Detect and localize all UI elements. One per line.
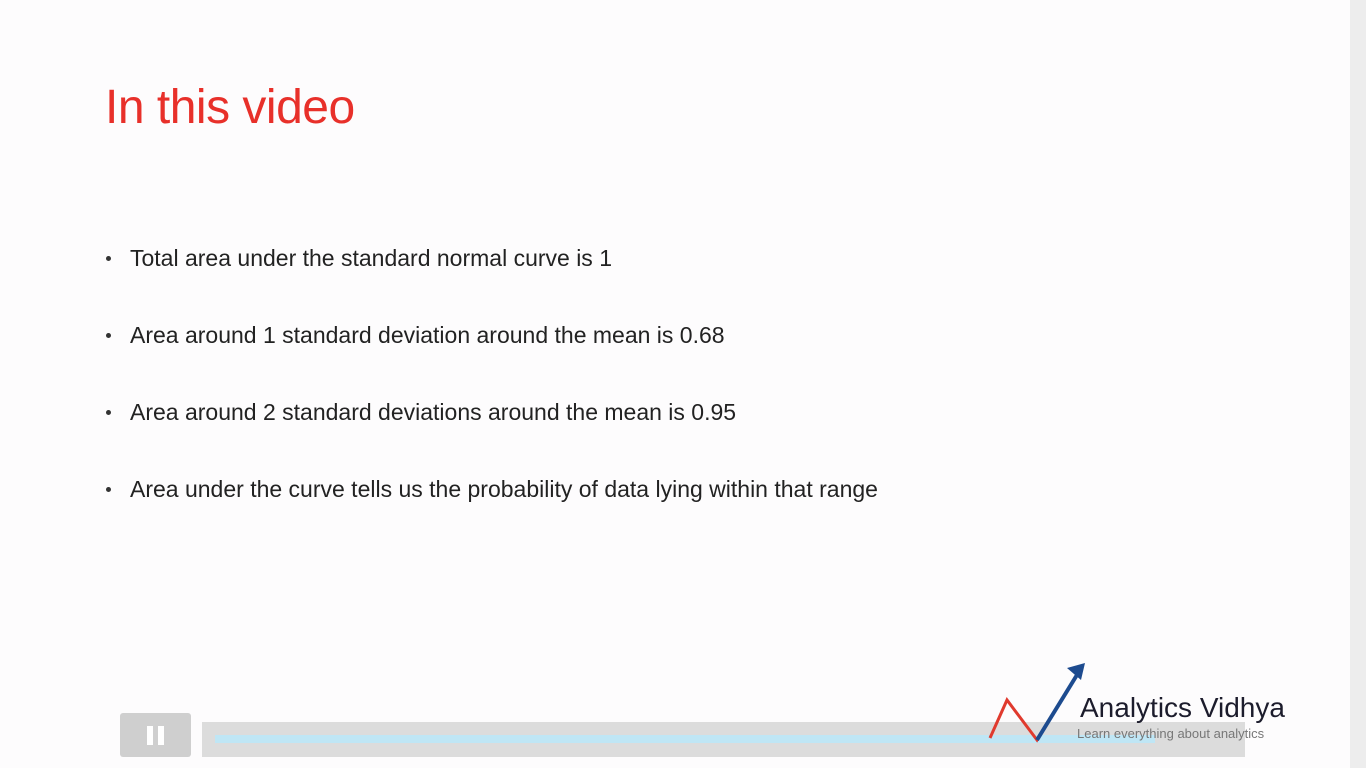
logo-tagline: Learn everything about analytics: [1077, 726, 1265, 741]
scrollbar[interactable]: [1350, 0, 1366, 768]
progress-fill: [215, 735, 1155, 743]
logo-line: [988, 669, 1082, 743]
progress-bar[interactable]: [202, 722, 1245, 757]
bullet: Area under the curve tells us the probab…: [105, 471, 878, 548]
logo-name: Analytics Vidhya: [1080, 692, 1285, 723]
bullet: Total area under the standard normal cur…: [105, 240, 878, 317]
bullet: Area around 2 standard deviations around…: [105, 394, 878, 471]
logo-mark: [988, 663, 1085, 743]
logo-arrow: [1035, 668, 1082, 742]
bullet-list: Total area under the standard normal cur…: [105, 240, 878, 548]
bullet: Area around 1 standard deviation around …: [105, 317, 878, 394]
pause-button[interactable]: [120, 713, 191, 757]
logo-arrowhead: [1067, 663, 1085, 680]
slide-title: In this video: [105, 81, 355, 134]
